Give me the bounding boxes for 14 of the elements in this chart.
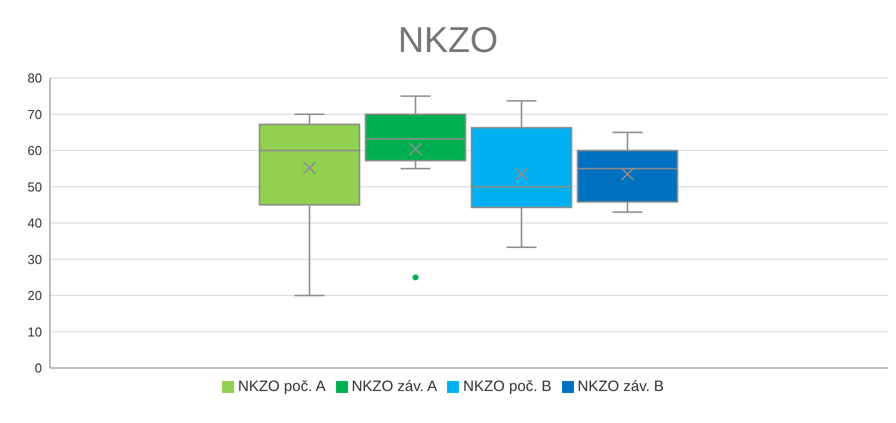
y-tick-label: 0: [34, 360, 42, 376]
legend-label: NKZO záv. B: [578, 378, 664, 395]
y-tick-label: 20: [28, 288, 42, 304]
legend-label: NKZO poč. A: [238, 378, 326, 395]
y-tick-label: 30: [28, 252, 42, 267]
y-tick-label: 10: [28, 324, 42, 340]
y-tick-label: 60: [28, 143, 42, 158]
legend-label: NKZO poč. B: [463, 378, 552, 395]
y-tick-label: 80: [28, 70, 42, 86]
legend-label: NKZO záv. A: [352, 378, 438, 395]
chart-title: NKZO: [396, 18, 499, 62]
y-tick-label: 40: [28, 216, 42, 231]
y-tick-label: 70: [28, 106, 42, 122]
y-tick-label: 50: [28, 179, 42, 194]
